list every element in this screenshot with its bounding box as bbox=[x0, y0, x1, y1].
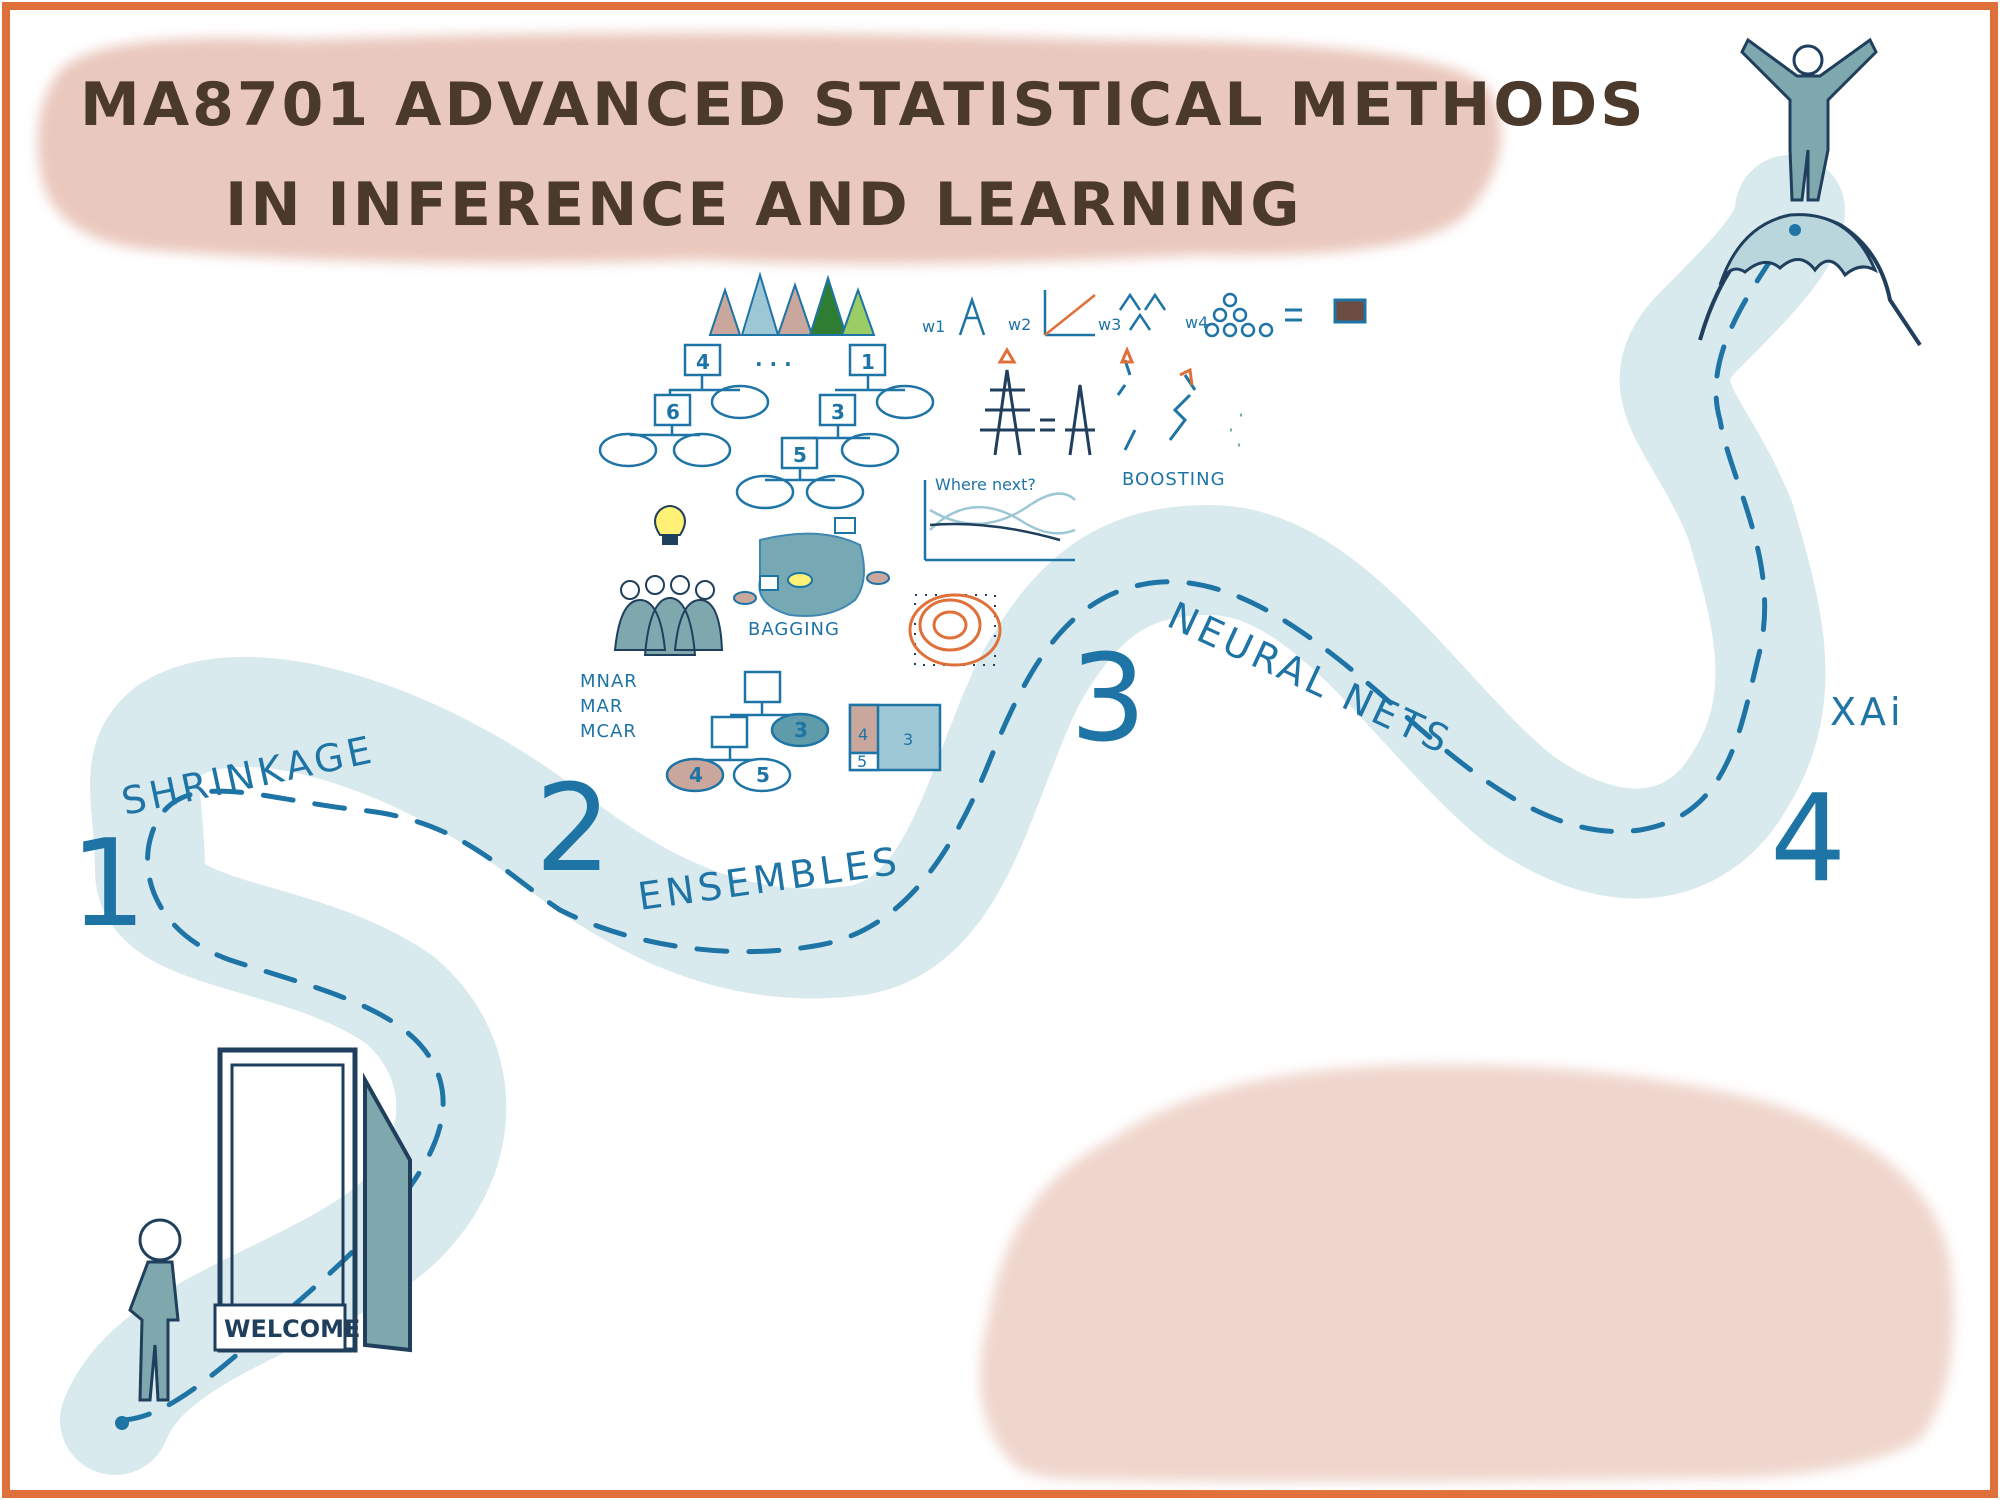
start-dot bbox=[115, 1416, 129, 1430]
bagging-label: BAGGING bbox=[748, 619, 840, 640]
ensemble-formula bbox=[958, 290, 1274, 338]
weight-4: w4 bbox=[1185, 313, 1208, 332]
title-line-1: MA8701 ADVANCED STATISTICAL METHODS bbox=[80, 70, 1646, 140]
optimization-plot bbox=[923, 480, 1076, 562]
bagging-diagram bbox=[733, 517, 890, 617]
title-wash bbox=[37, 32, 1502, 264]
welcome-sign-text: WELCOME bbox=[224, 1315, 360, 1343]
winding-path bbox=[60, 155, 1845, 1475]
missing-tree-node-4: 4 bbox=[689, 763, 703, 787]
celebrating-person-icon bbox=[1740, 37, 1878, 202]
crowd-idea-icon bbox=[613, 505, 724, 656]
stage-1-number: 1 bbox=[70, 815, 146, 954]
tree-box-mid-left: 6 bbox=[666, 400, 680, 424]
tree-box-bottom: 5 bbox=[793, 443, 807, 467]
weight-2: w2 bbox=[1008, 315, 1031, 334]
partition-3: 3 bbox=[903, 730, 913, 749]
missing-tree-node-3: 3 bbox=[794, 718, 808, 742]
walking-person-icon bbox=[128, 1218, 182, 1402]
mountain-peak-icon bbox=[1698, 213, 1922, 347]
welcome-sign bbox=[213, 1303, 347, 1352]
weight-3: w3 bbox=[1098, 315, 1121, 334]
missing-data-tree bbox=[665, 670, 830, 793]
equals-icon bbox=[1285, 308, 1302, 322]
stage-2-number: 2 bbox=[535, 760, 611, 899]
decision-tree-diagram bbox=[598, 343, 935, 510]
stage-4-label: XAi bbox=[1830, 690, 1905, 734]
title-line-2: IN INFERENCE AND LEARNING bbox=[225, 170, 1302, 240]
missing-mcar: MCAR bbox=[580, 721, 637, 742]
missing-mar: MAR bbox=[580, 696, 623, 717]
where-next-label: Where next? bbox=[935, 475, 1036, 494]
missing-mnar: MNAR bbox=[580, 671, 638, 692]
weight-1: w1 bbox=[922, 317, 945, 336]
boosting-diagram bbox=[980, 346, 1242, 456]
partition-4: 4 bbox=[858, 725, 868, 744]
missing-tree-node-5: 5 bbox=[756, 763, 770, 787]
partition-5: 5 bbox=[857, 752, 867, 771]
stage-3-number: 3 bbox=[1070, 630, 1146, 769]
result-square-icon bbox=[1333, 298, 1367, 324]
forest-icon bbox=[708, 271, 876, 336]
boosting-label: BOOSTING bbox=[1122, 469, 1226, 490]
grid-search-icon bbox=[908, 593, 1002, 667]
tree-box-top-left: 4 bbox=[696, 350, 710, 374]
tree-dots: . . . bbox=[755, 347, 792, 371]
cloud-shape bbox=[980, 1064, 1954, 1483]
stage-4-number: 4 bbox=[1770, 770, 1846, 909]
path-centre-line bbox=[117, 227, 1793, 1423]
tree-box-mid-right: 3 bbox=[831, 400, 845, 424]
partition-diagram bbox=[848, 703, 942, 772]
tree-box-top-right: 1 bbox=[861, 350, 875, 374]
